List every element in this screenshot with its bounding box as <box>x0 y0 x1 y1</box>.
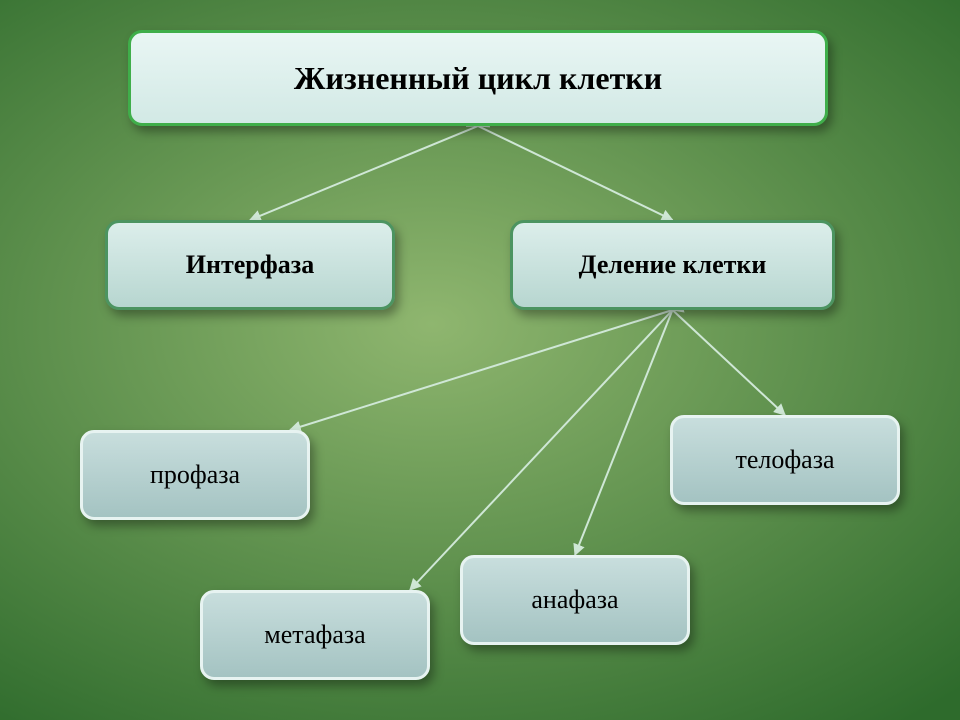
telophase-node: телофаза <box>670 415 900 505</box>
metaphase-node: метафаза <box>200 590 430 680</box>
interphase-label: Интерфаза <box>186 250 314 280</box>
division-node: Деление клетки <box>510 220 835 310</box>
prophase-node: профаза <box>80 430 310 520</box>
interphase-node: Интерфаза <box>105 220 395 310</box>
prophase-label: профаза <box>150 460 240 490</box>
root-node: Жизненный цикл клетки <box>128 30 828 126</box>
telophase-label: телофаза <box>735 445 834 475</box>
anaphase-label: анафаза <box>531 585 618 615</box>
anaphase-node: анафаза <box>460 555 690 645</box>
metaphase-label: метафаза <box>264 620 365 650</box>
division-label: Деление клетки <box>579 250 767 280</box>
root-label: Жизненный цикл клетки <box>294 60 662 97</box>
